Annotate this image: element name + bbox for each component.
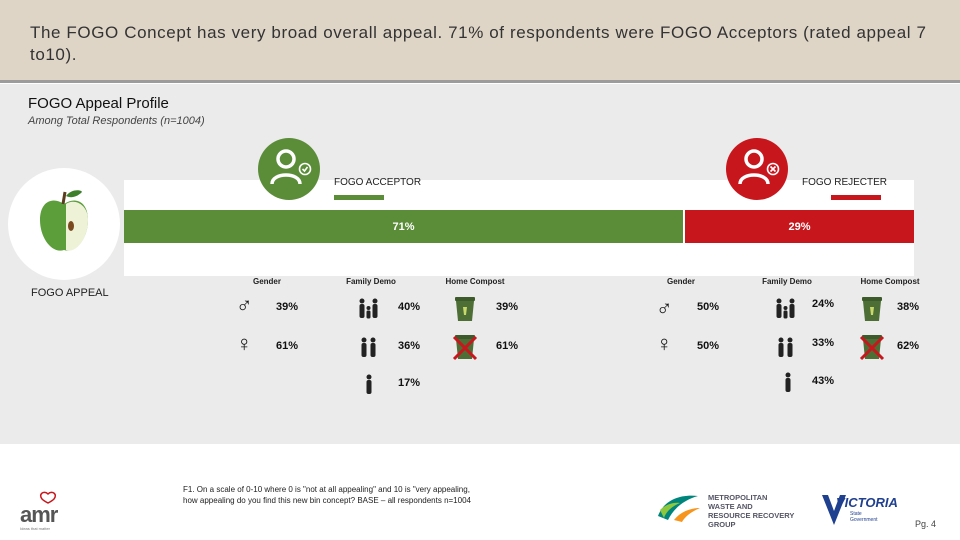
acceptor-female-value: 61% [276,340,299,352]
rejecter-share: 29% [788,220,811,233]
profile-subtitle: Among Total Respondents (n=1004) [28,115,205,127]
rejecter-label: FOGO REJECTER [802,177,888,188]
mwrrg-line-1: METROPOLITAN [708,493,768,502]
victoria-wordmark: VICTORIA [836,495,898,510]
rejecter-single-value: 43% [812,375,835,387]
family-single-icon [356,372,382,403]
rejecter-couple-value: 33% [812,337,835,349]
person-check-icon [270,149,312,185]
rejecter-family-heading: Family Demo [762,277,812,286]
rejecter-male-value: 50% [697,301,720,313]
apple-icon [40,190,88,251]
acceptor-family-heading: Family Demo [346,277,396,286]
acceptor-compost-no-value: 61% [496,340,519,352]
female-icon: ♀ [236,331,253,356]
amr-tagline: Ideas that matter [20,526,51,531]
family-couple-icon [356,335,382,366]
victoria-sub-line-1: State [850,511,862,517]
mwrrg-line-2: WASTE AND [708,502,753,511]
fogo-appeal-label: FOGO APPEAL [31,287,109,299]
acceptor-share: 71% [392,220,415,233]
acceptor-male-value: 39% [276,301,299,313]
family-single-icon [775,370,801,401]
rejecter-underline [831,195,881,200]
acceptor-bar: 71% [124,210,683,243]
acceptor-compost-yes-value: 39% [496,301,519,313]
mwrrg-line-3: RESOURCE RECOVERY [708,511,795,520]
victoria-sub-line-2: Government [850,517,878,523]
footer [0,444,960,540]
victoria-subtitle: State Government [850,511,878,523]
profile-title: FOGO Appeal Profile [28,95,169,112]
mwrrg-line-4: GROUP [708,520,736,529]
family-kids-icon [773,296,799,327]
acceptor-badge [258,138,320,200]
rejecter-kids-value: 24% [812,298,835,310]
rejecter-bar: 29% [685,210,914,243]
victoria-logo: VICTORIA State Government [820,491,898,534]
family-couple-icon [773,335,799,366]
rejecter-compost-yes-value: 38% [897,301,920,313]
acceptor-kids-value: 40% [398,301,421,313]
male-icon: ♂ [656,295,673,320]
mwrrg-wordmark: METROPOLITAN WASTE AND RESOURCE RECOVERY… [708,493,794,529]
male-icon: ♂ [236,292,253,317]
no-compost-bin-icon [452,333,478,366]
mwrrg-logo [654,490,702,529]
family-kids-icon [356,296,382,327]
rejecter-female-value: 50% [697,340,720,352]
person-cross-icon [738,149,780,185]
no-compost-bin-icon [859,333,885,366]
acceptor-single-value: 17% [398,377,421,389]
title-banner: The FOGO Concept has very broad overall … [0,0,960,83]
female-icon: ♀ [656,331,673,356]
slide-title: The FOGO Concept has very broad overall … [30,23,927,64]
amr-logo: amr Ideas that matter [18,490,78,534]
acceptor-compost-heading: Home Compost [445,277,505,286]
apple-badge [8,168,120,280]
acceptor-gender-heading: Gender [252,277,281,286]
page-number: Pg. 4 [915,519,937,529]
acceptor-label: FOGO ACCEPTOR [334,177,422,188]
rejecter-gender-heading: Gender [666,277,695,286]
rejecter-compost-heading: Home Compost [860,277,920,286]
footnote: F1. On a scale of 0-10 where 0 is "not a… [183,485,471,505]
rejecter-compost-no-value: 62% [897,340,920,352]
rejecter-badge [726,138,788,200]
compost-bin-icon [859,295,885,328]
acceptor-couple-value: 36% [398,340,421,352]
amr-wordmark: amr [20,502,58,527]
acceptor-underline [334,195,384,200]
compost-bin-icon [452,295,478,328]
